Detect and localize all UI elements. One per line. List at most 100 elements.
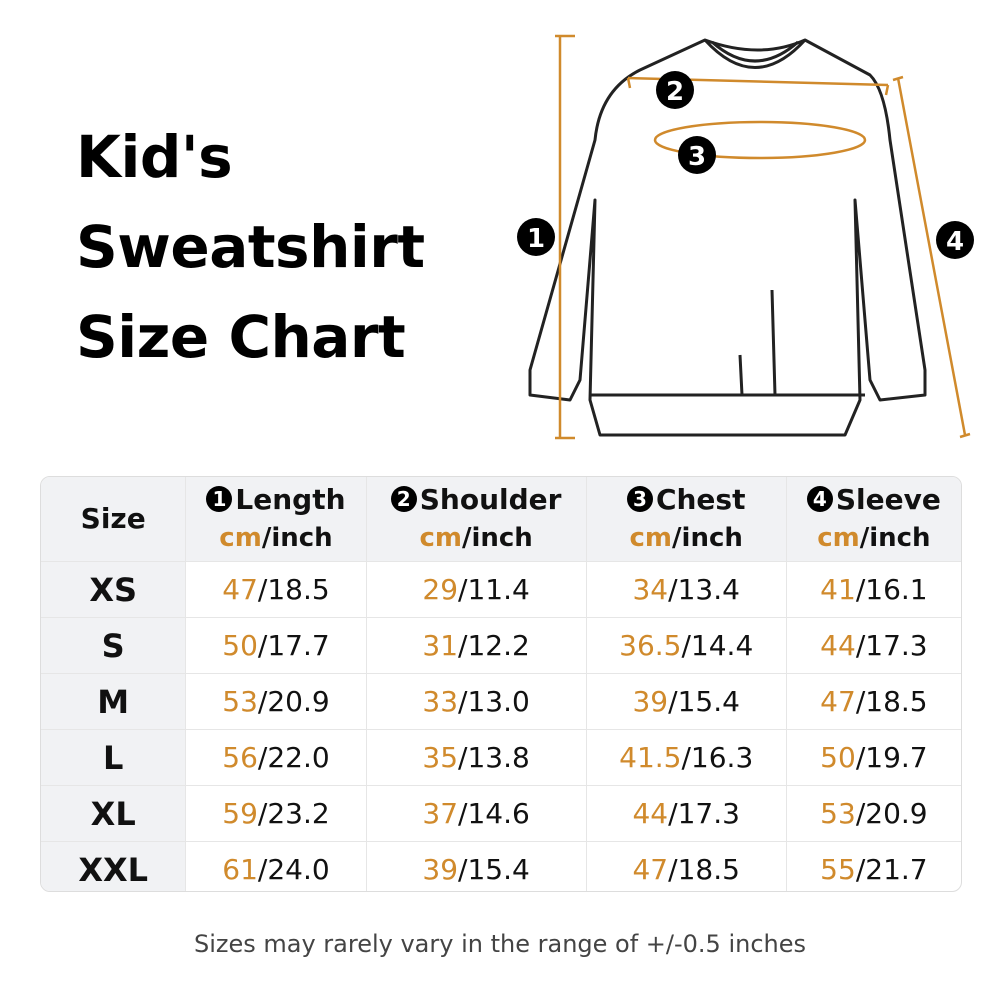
measurement-cell: 33/13.0 (365, 674, 586, 729)
inch-value: 19.7 (865, 741, 928, 774)
table-row: XXL 61/24.0 39/15.4 47/18.5 55/21.7 (41, 841, 961, 891)
separator: / (458, 573, 468, 606)
cm-value: 47 (632, 853, 669, 886)
inch-value: 15.4 (467, 853, 530, 886)
measurement-cell: 39/15.4 (365, 842, 586, 891)
cm-value: 35 (422, 741, 459, 774)
inch-value: 20.9 (865, 797, 928, 830)
size-variance-note: Sizes may rarely vary in the range of +/… (193, 930, 806, 958)
unit-cm: cm (629, 523, 673, 553)
separator: / (668, 573, 678, 606)
marker-4: 4 (946, 227, 964, 257)
unit-cm: cm (817, 523, 860, 553)
size-cell: S (41, 618, 186, 673)
marker-4-icon (936, 221, 974, 259)
cm-value: 37 (422, 797, 459, 830)
measurement-cell: 47/18.5 (585, 842, 786, 891)
size-cell: XL (41, 786, 186, 841)
separator: / (458, 853, 468, 886)
inch-value: 18.5 (267, 573, 330, 606)
marker-3-icon: 3 (626, 486, 653, 512)
cm-value: 31 (422, 629, 459, 662)
inch-value: 23.2 (267, 797, 330, 830)
measurement-cell: 44/17.3 (785, 618, 961, 673)
size-header: Size (41, 477, 186, 561)
cm-value: 47 (820, 685, 856, 718)
marker-1-icon: 1 (206, 486, 233, 512)
column-label: Length (235, 483, 346, 516)
marker-2-icon: 2 (390, 486, 417, 512)
separator: / (855, 741, 866, 774)
separator: / (257, 741, 268, 774)
unit-inch: inch (869, 523, 931, 553)
separator: / (681, 629, 691, 662)
inch-value: 21.7 (865, 853, 928, 886)
inch-value: 11.4 (467, 573, 530, 606)
separator: / (855, 685, 866, 718)
measurement-cell: 59/23.2 (185, 786, 365, 841)
inch-value: 14.4 (690, 629, 754, 662)
separator: / (257, 797, 268, 830)
measurement-cell: 44/17.3 (585, 786, 786, 841)
marker-3-icon (678, 136, 716, 174)
table-row: M 53/20.9 33/13.0 39/15.4 47/18.5 (41, 673, 961, 729)
cm-value: 50 (820, 741, 856, 774)
inch-value: 16.3 (690, 741, 754, 774)
cm-value: 41.5 (619, 741, 682, 774)
cm-value: 36.5 (619, 629, 682, 662)
column-header-shoulder: 2 Shoulder cm/inch (365, 477, 586, 561)
measurement-cell: 39/15.4 (585, 674, 786, 729)
size-cell: XXL (41, 842, 186, 891)
separator: / (458, 685, 468, 718)
measurement-cell: 50/19.7 (785, 730, 961, 785)
inch-value: 17.3 (677, 797, 740, 830)
column-header-chest: 3 Chest cm/inch (585, 477, 786, 561)
column-header-length: 1 Length cm/inch (185, 477, 365, 561)
measurement-cell: 56/22.0 (185, 730, 365, 785)
unit-sep: / (461, 523, 472, 553)
cm-value: 33 (422, 685, 459, 718)
measurement-cell: 29/11.4 (365, 562, 586, 617)
separator: / (458, 629, 468, 662)
separator: / (855, 629, 866, 662)
cm-value: 61 (222, 853, 258, 886)
measurement-cell: 36.5/14.4 (585, 618, 786, 673)
marker-2-icon (656, 71, 694, 109)
cm-value: 29 (422, 573, 459, 606)
measurement-cell: 31/12.2 (365, 618, 586, 673)
unit-cm: cm (219, 523, 262, 553)
inch-value: 17.3 (865, 629, 928, 662)
separator: / (458, 797, 468, 830)
column-label: Sleeve (835, 483, 941, 516)
page-title: Kid's Sweatshirt Size Chart (76, 112, 425, 382)
inch-value: 20.9 (267, 685, 330, 718)
unit-inch: inch (471, 523, 533, 553)
inch-value: 16.1 (865, 573, 928, 606)
unit-sep: / (859, 523, 870, 553)
measurement-cell: 37/14.6 (365, 786, 586, 841)
table-header: Size 1 Length cm/inch 2 Shoulder cm/inch 3… (41, 477, 961, 561)
unit-cm: cm (419, 523, 462, 553)
inch-value: 18.5 (865, 685, 928, 718)
separator: / (681, 741, 691, 774)
column-label: Chest (655, 483, 746, 516)
separator: / (257, 629, 268, 662)
separator: / (257, 685, 268, 718)
inch-value: 15.4 (677, 685, 740, 718)
measurement-cell: 47/18.5 (785, 674, 961, 729)
cm-value: 56 (222, 741, 258, 774)
separator: / (257, 853, 268, 886)
measurement-cell: 47/18.5 (185, 562, 365, 617)
separator: / (668, 853, 678, 886)
cm-value: 41 (820, 573, 856, 606)
unit-inch: inch (681, 523, 743, 553)
size-cell: M (41, 674, 186, 729)
cm-value: 47 (222, 573, 258, 606)
measurement-cell: 55/21.7 (785, 842, 961, 891)
cm-value: 59 (222, 797, 258, 830)
column-header-sleeve: 4 Sleeve cm/inch (785, 477, 961, 561)
separator: / (668, 685, 678, 718)
cm-value: 50 (222, 629, 258, 662)
separator: / (257, 573, 268, 606)
cm-value: 44 (632, 797, 669, 830)
